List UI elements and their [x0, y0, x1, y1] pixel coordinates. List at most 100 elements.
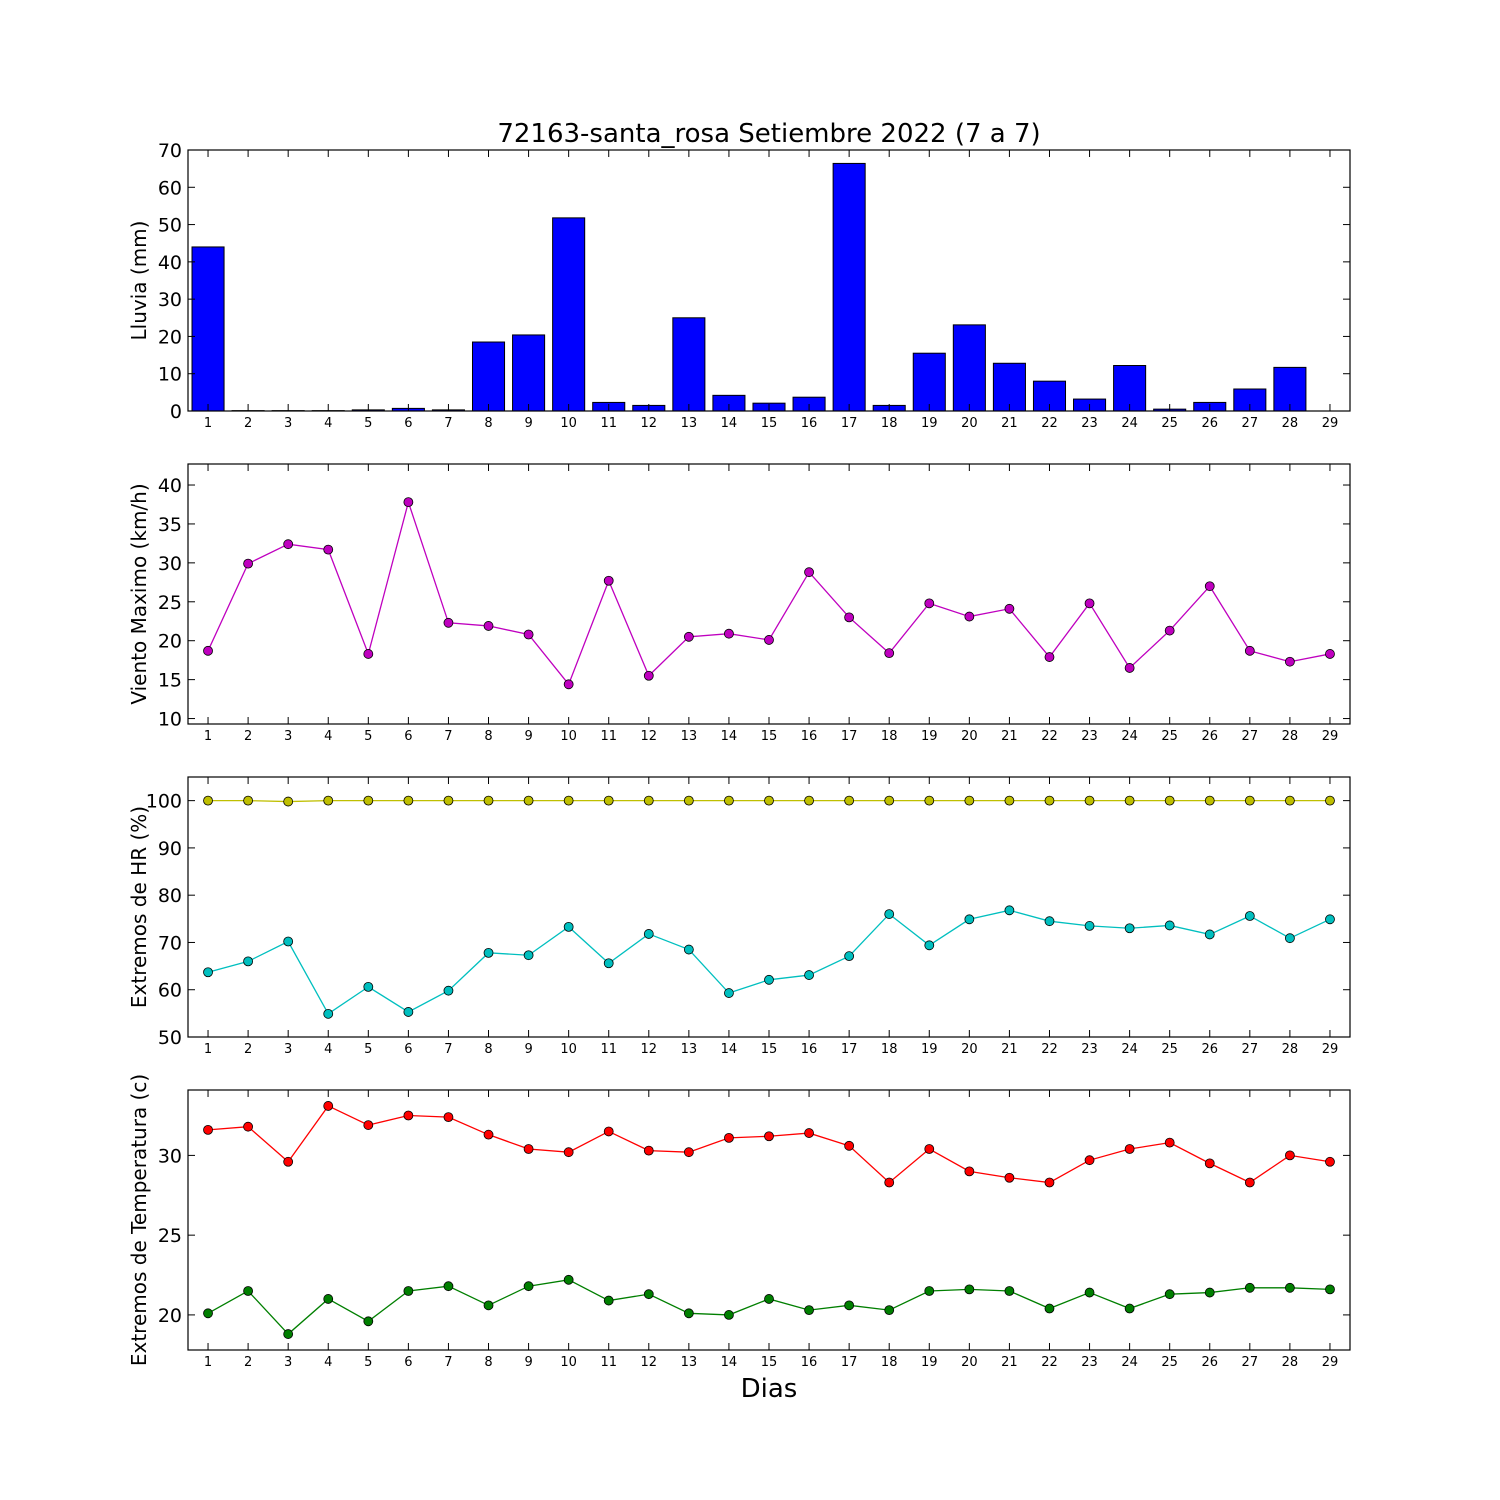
rainfall-x-tick-label: 20 — [961, 416, 978, 431]
rainfall-plot-area — [191, 162, 1347, 411]
humidity-series-1-point-day-10 — [563, 921, 574, 932]
wind-x-tick-label: 12 — [641, 729, 658, 744]
temperature-x-tick-label: 24 — [1121, 1355, 1138, 1370]
humidity-series-1-point-day-14 — [724, 988, 734, 998]
wind-x-tick-label: 13 — [681, 729, 698, 744]
wind-x-tick-label: 1 — [204, 729, 212, 744]
humidity-series-1-point-day-8 — [483, 947, 494, 958]
humidity-x-tick-label: 22 — [1041, 1042, 1058, 1057]
wind-x-tick-label: 24 — [1121, 729, 1138, 744]
temperature-series-1-point-day-24 — [1124, 1303, 1135, 1314]
temperature-series-0-point-day-29 — [1325, 1156, 1335, 1167]
rainfall-axes-frame — [187, 149, 1351, 412]
temperature-series-1-point-day-1 — [203, 1308, 213, 1319]
temperature-series-1-point-day-18 — [884, 1305, 895, 1316]
humidity-series-1-point-day-16 — [804, 970, 814, 980]
temperature-series-1-point-day-23 — [1084, 1287, 1095, 1298]
humidity-series-1-point-day-18 — [884, 909, 895, 919]
humidity-series-0-point-day-24 — [1124, 795, 1135, 806]
temperature-y-tick-label: 25 — [158, 1225, 182, 1247]
rainfall-x-tick-label: 2 — [244, 416, 252, 431]
wind-series-0-point-day-26 — [1204, 581, 1215, 592]
humidity-x-tick-label: 15 — [761, 1042, 778, 1057]
wind-series-0-point-day-4 — [323, 544, 334, 555]
humidity-series-0-point-day-26 — [1204, 795, 1215, 806]
humidity-series-1-point-day-27 — [1244, 911, 1255, 921]
temperature-x-tick-label: 3 — [284, 1355, 292, 1370]
wind-series-0-point-day-5 — [363, 649, 374, 659]
humidity-series-1-line — [207, 909, 1331, 1015]
wind-y-tick-label: 25 — [158, 592, 182, 614]
rainfall-x-tick-label: 6 — [404, 416, 412, 431]
temperature-series-1-point-day-2 — [243, 1286, 254, 1296]
humidity-x-tick-label: 18 — [881, 1042, 898, 1057]
temperature-series-1-point-day-13 — [683, 1308, 694, 1319]
humidity-x-tick-label: 6 — [404, 1042, 412, 1057]
temperature-series-0-point-day-21 — [1004, 1172, 1015, 1183]
humidity-series-1-point-day-6 — [403, 1007, 414, 1017]
humidity-x-tick-label: 8 — [484, 1042, 492, 1057]
temperature-x-tick-label: 19 — [921, 1355, 938, 1370]
wind-axes-frame — [187, 463, 1351, 725]
rainfall-x-tick-label: 27 — [1242, 416, 1259, 431]
humidity-series-0-point-day-7 — [443, 795, 454, 806]
bar-day-17 — [832, 162, 866, 411]
rainfall-x-tick-label: 24 — [1121, 416, 1138, 431]
humidity-x-tick-label: 9 — [524, 1042, 532, 1057]
humidity-x-tick-label: 11 — [600, 1042, 617, 1057]
wind-x-tick-label: 21 — [1001, 729, 1018, 744]
humidity-x-tick-label: 29 — [1322, 1042, 1339, 1057]
temperature-x-tick-label: 20 — [961, 1355, 978, 1370]
wind-series-0-point-day-6 — [403, 497, 414, 508]
humidity-x-tick-label: 21 — [1001, 1042, 1018, 1057]
humidity-series-1-point-day-23 — [1084, 921, 1095, 931]
humidity-x-tick-label: 4 — [324, 1042, 332, 1057]
temperature-series-0-point-day-10 — [563, 1147, 574, 1158]
humidity-x-tick-label: 26 — [1201, 1042, 1218, 1057]
temperature-x-tick-label: 23 — [1081, 1355, 1098, 1370]
wind-x-tick-label: 11 — [600, 729, 617, 744]
wind-x-tick-label: 16 — [801, 729, 818, 744]
rainfall-x-tick-label: 19 — [921, 416, 938, 431]
humidity-series-1-point-day-17 — [844, 951, 855, 962]
humidity-series-1-point-day-2 — [243, 956, 254, 967]
wind-x-tick-label: 3 — [284, 729, 292, 744]
bar-day-13 — [672, 317, 706, 411]
temperature-x-tick-label: 28 — [1282, 1355, 1299, 1370]
wind-series-0-point-day-11 — [603, 575, 614, 586]
wind-x-tick-label: 15 — [761, 729, 778, 744]
bar-day-27 — [1233, 388, 1267, 411]
temperature-series-1-point-day-16 — [804, 1305, 814, 1316]
wind-series-0-point-day-8 — [483, 621, 494, 631]
temperature-series-1-point-day-29 — [1325, 1284, 1335, 1295]
rainfall-x-tick-label: 13 — [681, 416, 698, 431]
temperature-series-1-point-day-5 — [363, 1316, 374, 1327]
wind-x-tick-label: 14 — [721, 729, 738, 744]
rainfall-y-axis-label: Lluvia (mm) — [127, 221, 151, 341]
temperature-series-0-point-day-14 — [724, 1132, 734, 1143]
humidity-x-tick-label: 14 — [721, 1042, 738, 1057]
rainfall-y-tick-label: 50 — [158, 215, 182, 237]
wind-series-0-point-day-29 — [1325, 649, 1335, 659]
temperature-series-0-point-day-12 — [643, 1145, 654, 1156]
humidity-series-0-point-day-12 — [643, 795, 654, 806]
temperature-series-1-point-day-19 — [924, 1286, 935, 1296]
temperature-series-1-point-day-9 — [523, 1281, 534, 1292]
humidity-x-tick-label: 1 — [204, 1042, 212, 1057]
wind-x-tick-label: 4 — [324, 729, 332, 744]
humidity-series-1-point-day-24 — [1124, 923, 1135, 934]
temperature-x-tick-label: 22 — [1041, 1355, 1058, 1370]
humidity-x-tick-label: 7 — [444, 1042, 452, 1057]
humidity-y-tick-label: 60 — [158, 980, 182, 1002]
temperature-x-tick-label: 25 — [1161, 1355, 1178, 1370]
temperature-x-tick-label: 16 — [801, 1355, 818, 1370]
temperature-x-tick-label: 21 — [1001, 1355, 1018, 1370]
temperature-series-1-point-day-3 — [283, 1329, 294, 1339]
temperature-x-tick-label: 8 — [484, 1355, 492, 1370]
rainfall-y-tick-label: 10 — [158, 364, 182, 386]
humidity-plot-area — [203, 795, 1335, 1019]
wind-series-0-point-day-21 — [1004, 603, 1015, 614]
humidity-x-tick-label: 28 — [1282, 1042, 1299, 1057]
